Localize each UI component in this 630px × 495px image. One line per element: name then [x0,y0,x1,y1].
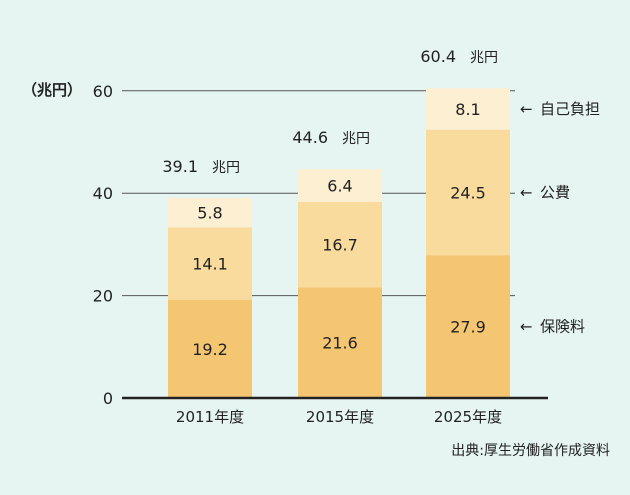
legend-arrow: ← [520,100,533,118]
x-category-label: 2025年度 [434,408,502,426]
legend-arrow: ← [520,318,533,336]
total-unit-label: 兆円 [470,50,498,66]
bar-value-label: 8.1 [455,100,480,119]
bar-value-label: 16.7 [322,236,358,255]
x-category-label: 2011年度 [176,408,244,426]
source-note: 出典:厚生労働省作成資料 [451,443,610,459]
y-axis-label: （兆円） [22,81,82,99]
bar-value-label: 24.5 [450,183,486,202]
legend: ← 保険料 ← 公費 ← 自己負担 [520,100,600,336]
x-category-label: 2015年度 [306,408,374,426]
total-value-label: 44.6 [292,128,328,147]
bar-value-label: 6.4 [327,177,352,196]
legend-entry: 自己負担 [540,100,600,118]
y-tick-label: 0 [103,389,113,408]
y-tick-label: 20 [93,287,113,306]
bar-segment [168,299,252,398]
axes: 0 20 40 60 2011年度 2015年度 2025年度 [93,82,548,426]
legend-entry: 保険料 [540,318,585,336]
legend-arrow: ← [520,183,533,201]
bar-segment [426,129,510,256]
bar-value-label: 27.9 [450,318,486,337]
bar-segment [168,197,252,228]
bar-segment [298,287,382,398]
bar-value-label: 19.2 [192,340,228,359]
bar-segment [168,227,252,300]
bar-value-label: 14.1 [192,255,228,274]
bar-value-label: 5.8 [197,204,222,223]
total-value-label: 39.1 [162,157,198,176]
bar-value-label: 21.6 [322,334,358,353]
bar-segment [426,88,510,130]
total-unit-label: 兆円 [212,160,240,176]
data-labels: 19.2 14.1 5.8 39.1 兆円 21.6 16.7 6.4 44.6 兆円 27.9 24… [162,47,498,359]
bar-segment [426,255,510,398]
total-value-label: 60.4 [420,47,456,66]
total-unit-label: 兆円 [342,131,370,147]
bar-segment [298,169,382,202]
y-tick-label: 60 [93,82,113,101]
bars [168,88,510,398]
bar-segment [298,201,382,288]
y-tick-label: 40 [93,184,113,203]
legend-entry: 公費 [540,183,570,201]
